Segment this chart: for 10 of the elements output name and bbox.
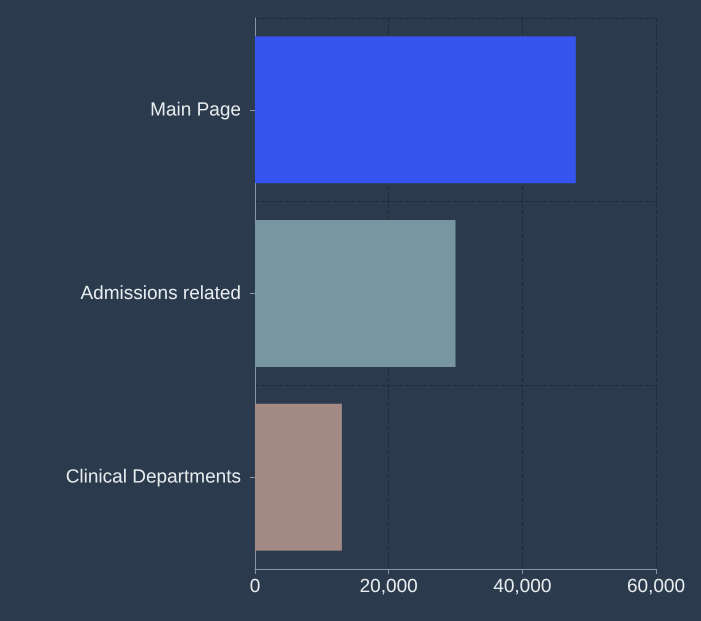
bar	[255, 36, 576, 184]
bar	[255, 220, 456, 367]
y-tick-label: Admissions related	[80, 283, 241, 304]
x-tick-label: 20,000	[360, 576, 418, 597]
x-tick-label: 60,000	[626, 576, 686, 597]
bar	[255, 404, 342, 551]
x-tick-label: 0	[250, 576, 260, 597]
y-tick-label: Clinical Departments	[66, 466, 241, 488]
x-tick-label: 40,000	[493, 576, 552, 597]
y-tick-label: Main Page	[150, 99, 241, 120]
